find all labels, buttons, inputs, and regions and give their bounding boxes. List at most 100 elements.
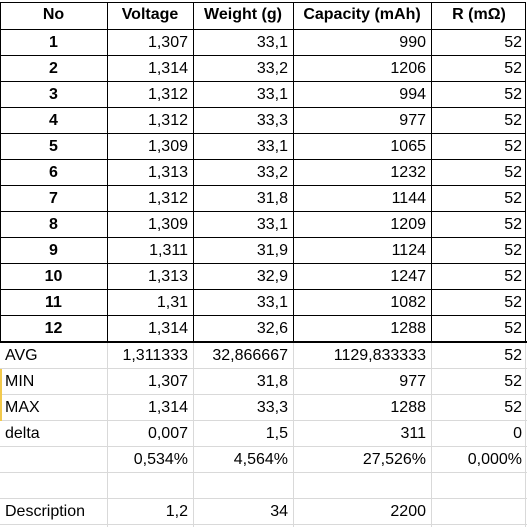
- stat-voltage[interactable]: 0,534%: [133, 451, 188, 468]
- cell-voltage[interactable]: 1,312: [147, 86, 188, 103]
- stat-capacity[interactable]: 977: [399, 373, 426, 390]
- stat-capacity[interactable]: 1288: [390, 399, 426, 416]
- stat-label[interactable]: MAX: [5, 399, 40, 416]
- cell-no[interactable]: 1: [49, 34, 58, 51]
- cell-weight[interactable]: 31,9: [256, 242, 288, 259]
- cell-weight[interactable]: 33,1: [256, 294, 288, 311]
- empty-cell[interactable]: [0, 473, 107, 499]
- header-no[interactable]: No: [42, 6, 65, 23]
- cell-resistance[interactable]: 52: [504, 268, 522, 285]
- cell-weight[interactable]: 33,2: [256, 164, 288, 181]
- cell-no[interactable]: 9: [49, 242, 58, 259]
- stat-capacity[interactable]: 311: [400, 425, 426, 442]
- cell-voltage[interactable]: 1,309: [147, 138, 188, 155]
- stat-weight[interactable]: 31,8: [256, 373, 288, 390]
- cell-voltage[interactable]: 1,314: [147, 60, 188, 77]
- cell-no[interactable]: 2: [49, 60, 58, 77]
- stat-resistance[interactable]: 0: [513, 425, 522, 442]
- cell-no[interactable]: 12: [44, 320, 63, 337]
- cell-resistance[interactable]: 52: [504, 34, 522, 51]
- cell-capacity[interactable]: 994: [399, 86, 426, 103]
- cell-weight[interactable]: 33,1: [256, 216, 288, 233]
- cell-capacity[interactable]: 1065: [390, 138, 426, 155]
- cell-capacity[interactable]: 1144: [391, 190, 426, 207]
- cell-resistance[interactable]: 52: [504, 60, 522, 77]
- stat-weight[interactable]: 4,564%: [233, 451, 288, 468]
- cell-no[interactable]: 3: [49, 86, 58, 103]
- cell-resistance[interactable]: 52: [504, 242, 522, 259]
- stat-capacity[interactable]: 27,526%: [362, 451, 426, 468]
- stat-voltage[interactable]: 1,314: [147, 399, 188, 416]
- cell-capacity[interactable]: 990: [399, 34, 426, 51]
- cell-voltage[interactable]: 1,313: [147, 164, 188, 181]
- description-resistance[interactable]: [431, 499, 527, 525]
- cell-capacity[interactable]: 1206: [390, 60, 426, 77]
- cell-capacity[interactable]: 1082: [390, 294, 426, 311]
- cell-capacity[interactable]: 1288: [390, 320, 426, 337]
- cell-voltage[interactable]: 1,313: [147, 268, 188, 285]
- cell-capacity[interactable]: 1232: [390, 164, 426, 181]
- cell-voltage[interactable]: 1,311: [149, 242, 188, 259]
- cell-voltage[interactable]: 1,314: [147, 320, 188, 337]
- stat-weight[interactable]: 1,5: [265, 425, 288, 442]
- cell-weight[interactable]: 33,1: [256, 138, 288, 155]
- cell-weight[interactable]: 33,1: [256, 86, 288, 103]
- empty-cell[interactable]: [431, 473, 527, 499]
- cell-capacity[interactable]: 1124: [391, 242, 426, 259]
- cell-no[interactable]: 10: [44, 268, 63, 285]
- cell-resistance[interactable]: 52: [504, 320, 522, 337]
- cell-resistance[interactable]: 52: [504, 190, 522, 207]
- description-weight[interactable]: 34: [270, 503, 288, 520]
- cell-weight[interactable]: 32,6: [256, 320, 288, 337]
- cell-no[interactable]: 7: [49, 190, 58, 207]
- stat-weight[interactable]: 33,3: [256, 399, 288, 416]
- cell-capacity[interactable]: 1209: [390, 216, 426, 233]
- cell-voltage[interactable]: 1,307: [147, 34, 188, 51]
- stat-label[interactable]: delta: [5, 425, 40, 442]
- cell-capacity[interactable]: 1247: [390, 268, 426, 285]
- stat-label[interactable]: [0, 447, 107, 473]
- cell-voltage[interactable]: 1,312: [147, 190, 188, 207]
- cell-voltage[interactable]: 1,312: [147, 112, 188, 129]
- cell-voltage[interactable]: 1,309: [147, 216, 188, 233]
- stat-resistance[interactable]: 52: [504, 347, 522, 364]
- empty-cell[interactable]: [193, 473, 293, 499]
- cell-capacity[interactable]: 977: [399, 112, 426, 129]
- header-resistance[interactable]: R (mΩ): [452, 6, 506, 23]
- description-voltage[interactable]: 1,2: [165, 503, 188, 520]
- header-weight[interactable]: Weight (g): [204, 6, 282, 23]
- cell-resistance[interactable]: 52: [504, 216, 522, 233]
- stat-resistance[interactable]: 52: [504, 373, 522, 390]
- cell-resistance[interactable]: 52: [504, 86, 522, 103]
- cell-no[interactable]: 6: [49, 164, 58, 181]
- header-capacity[interactable]: Capacity (mAh): [303, 6, 421, 23]
- stat-resistance[interactable]: 52: [504, 399, 522, 416]
- cell-resistance[interactable]: 52: [504, 294, 522, 311]
- description-label[interactable]: Description: [5, 503, 86, 520]
- cell-no[interactable]: 4: [49, 112, 58, 129]
- empty-cell[interactable]: [107, 473, 193, 499]
- cell-weight[interactable]: 33,2: [256, 60, 288, 77]
- cell-no[interactable]: 5: [49, 138, 58, 155]
- stat-capacity[interactable]: 1129,833333: [333, 347, 426, 364]
- description-capacity[interactable]: 2200: [390, 503, 426, 520]
- stat-resistance[interactable]: 0,000%: [467, 451, 522, 468]
- cell-weight[interactable]: 33,1: [256, 34, 288, 51]
- cell-resistance[interactable]: 52: [504, 138, 522, 155]
- cell-no[interactable]: 8: [49, 216, 58, 233]
- stat-label[interactable]: MIN: [5, 373, 35, 390]
- cell-weight[interactable]: 31,8: [256, 190, 288, 207]
- cell-resistance[interactable]: 52: [504, 164, 522, 181]
- stat-voltage[interactable]: 1,311333: [122, 347, 188, 364]
- stat-voltage[interactable]: 1,307: [147, 373, 188, 390]
- stat-weight[interactable]: 32,866667: [212, 347, 288, 364]
- cell-no[interactable]: 11: [45, 294, 62, 311]
- stat-voltage[interactable]: 0,007: [147, 425, 188, 442]
- stat-label[interactable]: AVG: [5, 347, 38, 364]
- cell-resistance[interactable]: 52: [504, 112, 522, 129]
- cell-weight[interactable]: 33,3: [256, 112, 288, 129]
- header-voltage[interactable]: Voltage: [121, 6, 179, 23]
- cell-voltage[interactable]: 1,31: [156, 294, 188, 311]
- cell-weight[interactable]: 32,9: [256, 268, 288, 285]
- empty-cell[interactable]: [293, 473, 431, 499]
